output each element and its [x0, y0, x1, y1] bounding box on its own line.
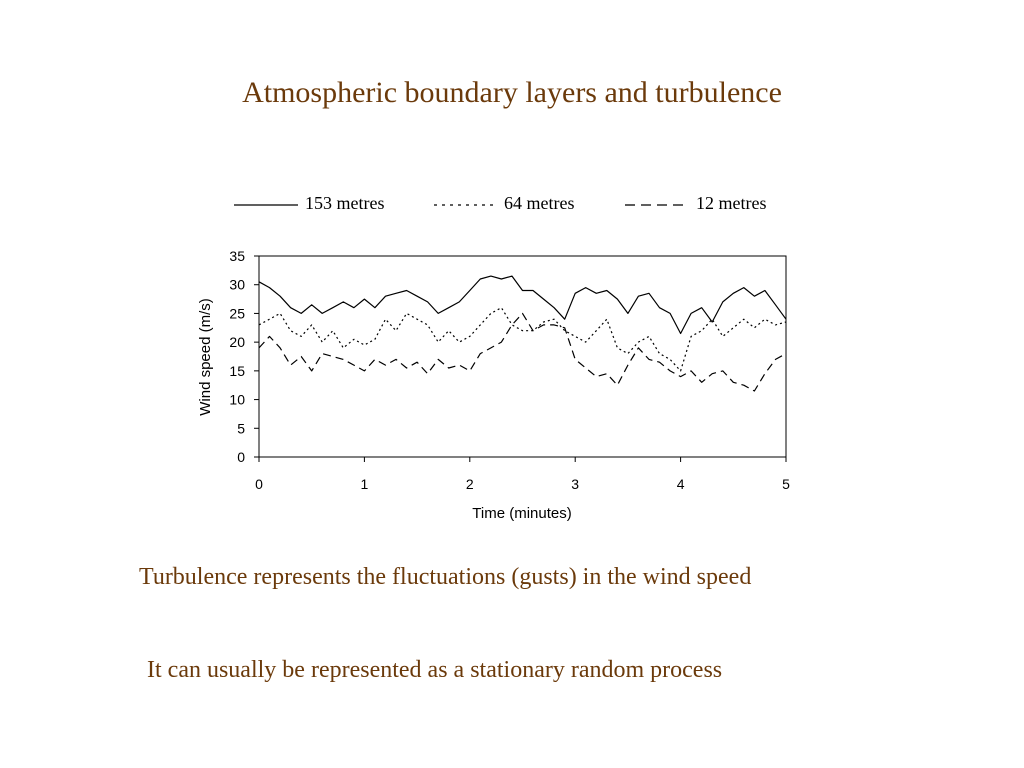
x-axis-ticks: 0 1 2 3 4 5	[255, 457, 790, 492]
legend-label-153m: 153 metres	[305, 193, 384, 213]
body-text-turbulence: Turbulence represents the fluctuations (…	[139, 564, 752, 590]
series-lines	[258, 275, 787, 392]
x-tick-label: 2	[466, 476, 474, 492]
slide-title: Atmospheric boundary layers and turbulen…	[242, 76, 782, 109]
y-tick-label: 15	[229, 363, 245, 379]
y-tick-label: 35	[229, 248, 245, 264]
series-line-64-metres	[258, 307, 787, 372]
x-tick-label: 1	[361, 476, 369, 492]
x-tick-label: 3	[571, 476, 579, 492]
series-line-153-metres	[258, 275, 787, 335]
y-tick-label: 5	[237, 420, 245, 436]
y-axis-ticks: 0 5 10 15 20 25 30 35	[229, 248, 259, 465]
y-tick-label: 20	[229, 334, 245, 350]
legend-label-64m: 64 metres	[504, 193, 574, 213]
y-tick-label: 25	[229, 305, 245, 321]
y-axis-label: Wind speed (m/s)	[197, 298, 214, 416]
body-text-stationary: It can usually be represented as a stati…	[147, 657, 723, 683]
plot-area	[258, 255, 787, 458]
x-tick-label: 5	[782, 476, 790, 492]
x-tick-label: 0	[255, 476, 263, 492]
y-tick-label: 30	[229, 277, 245, 293]
series-line-12-metres	[258, 312, 787, 392]
x-axis-label: Time (minutes)	[472, 505, 571, 522]
chart-legend: 153 metres 64 metres 12 metres	[234, 193, 766, 213]
legend-label-12m: 12 metres	[696, 193, 766, 213]
y-tick-label: 10	[229, 392, 245, 408]
x-tick-label: 4	[677, 476, 685, 492]
y-tick-label: 0	[237, 449, 245, 465]
